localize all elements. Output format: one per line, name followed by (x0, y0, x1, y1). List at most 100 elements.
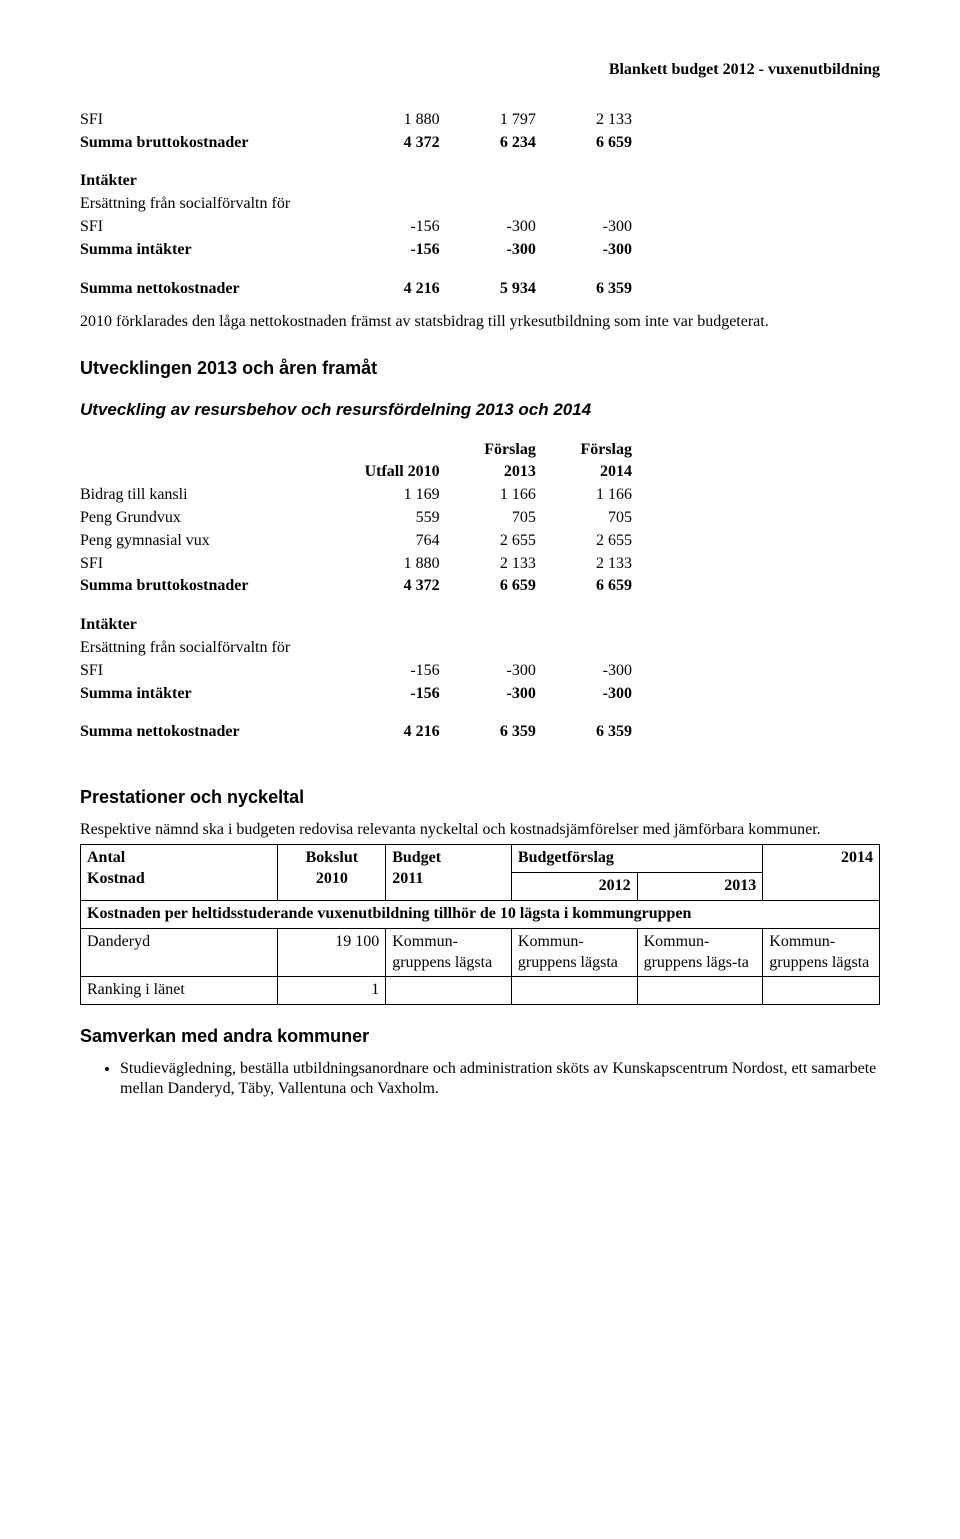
row-value: -300 (448, 683, 544, 706)
row-value: 705 (448, 507, 544, 530)
cell-danderyd-2010: 19 100 (278, 928, 386, 977)
row-cost-statement: Kostnaden per heltidsstuderande vuxenutb… (81, 901, 880, 929)
row-value: 6 359 (544, 278, 640, 301)
row-value: 1 797 (448, 109, 544, 132)
row-label: SFI (80, 109, 352, 132)
row-value: 705 (544, 507, 640, 530)
row-value (448, 637, 544, 660)
row-value: -300 (544, 239, 640, 262)
th-budgetforslag: Budgetförslag (511, 845, 762, 873)
row-value (352, 193, 448, 216)
row-label: Summa intäkter (80, 683, 352, 706)
row-value: 2 133 (448, 553, 544, 576)
row-label: Summa intäkter (80, 239, 352, 262)
heading-prestationer: Prestationer och nyckeltal (80, 786, 880, 809)
th-2011: 2011 (392, 870, 423, 887)
row-value: 6 359 (544, 721, 640, 744)
table-row: Peng gymnasial vux7642 6552 655 (80, 530, 640, 553)
row-value: 6 659 (544, 575, 640, 598)
bullet-list-samverkan: Studievägledning, beställa utbildningsan… (80, 1059, 880, 1101)
col-header-2014: 2014 (544, 461, 640, 484)
paragraph-explanation-2010: 2010 förklarades den låga nettokostnaden… (80, 312, 880, 333)
row-value: -156 (352, 239, 448, 262)
th-antal: Antal (87, 849, 125, 866)
row-value: -300 (448, 239, 544, 262)
page-header-right: Blankett budget 2012 - vuxenutbildning (80, 60, 880, 81)
table-row: Bidrag till kansli1 1691 1661 166 (80, 484, 640, 507)
row-value: 1 169 (352, 484, 448, 507)
table-row: Peng Grundvux559705705 (80, 507, 640, 530)
row-label: Peng Grundvux (80, 507, 352, 530)
col-header-2013: 2013 (448, 461, 544, 484)
col-header-forslag-2013-top: Förslag (448, 439, 544, 462)
row-label: Summa nettokostnader (80, 278, 352, 301)
row-value: 1 166 (448, 484, 544, 507)
row-value: 2 133 (544, 553, 640, 576)
table-row: Summa nettokostnader4 2165 9346 359 (80, 278, 640, 301)
row-label: Peng gymnasial vux (80, 530, 352, 553)
table-row: Summa intäkter-156-300-300 (80, 683, 640, 706)
cell-danderyd-2013: Kommun-gruppens lägs-ta (637, 928, 763, 977)
row-value: 1 880 (352, 553, 448, 576)
row-value: 1 166 (544, 484, 640, 507)
row-label: Summa nettokostnader (80, 721, 352, 744)
col-header-utfall-2010: Utfall 2010 (352, 461, 448, 484)
row-value: 5 934 (448, 278, 544, 301)
th-bokslut: Bokslut (306, 849, 358, 866)
row-label: Summa bruttokostnader (80, 575, 352, 598)
cell-danderyd-2011: Kommun-gruppens lägsta (386, 928, 512, 977)
heading-samverkan: Samverkan med andra kommuner (80, 1025, 880, 1048)
row-value: 6 659 (448, 575, 544, 598)
row-value (448, 193, 544, 216)
table-row: Summa nettokostnader4 2166 3596 359 (80, 721, 640, 744)
row-value: -300 (544, 660, 640, 683)
th-2010: 2010 (316, 870, 348, 887)
cell-ranking-2010: 1 (278, 977, 386, 1005)
row-value: 6 234 (448, 132, 544, 155)
row-value: 559 (352, 507, 448, 530)
row-label: Ersättning från socialförvaltn för (80, 637, 352, 660)
row-ranking: Ranking i länet 1 (81, 977, 880, 1005)
row-value: 4 216 (352, 721, 448, 744)
heading-development: Utvecklingen 2013 och åren framåt (80, 357, 880, 380)
th-2014: 2014 (763, 845, 880, 901)
th-budget: Budget (392, 849, 441, 866)
row-value: 4 216 (352, 278, 448, 301)
th-2013: 2013 (637, 873, 763, 901)
paragraph-nyckeltal: Respektive nämnd ska i budgeten redovisa… (80, 820, 880, 841)
row-label: SFI (80, 660, 352, 683)
table-resource-forecast: Förslag Förslag Utfall 2010 2013 2014 Bi… (80, 439, 640, 745)
row-label: SFI (80, 216, 352, 239)
row-value: 2 655 (544, 530, 640, 553)
table-row: Summa bruttokostnader4 3726 6596 659 (80, 575, 640, 598)
row-value: 6 359 (448, 721, 544, 744)
table-row: Summa intäkter-156-300-300 (80, 239, 640, 262)
row-value: 4 372 (352, 575, 448, 598)
table-row: SFI-156-300-300 (80, 660, 640, 683)
cell-danderyd-2012: Kommun-gruppens lägsta (511, 928, 637, 977)
row-value: -300 (448, 660, 544, 683)
row-label: Ersättning från socialförvaltn för (80, 193, 352, 216)
th-kostnad: Kostnad (87, 870, 145, 887)
cell-ranking-label: Ranking i länet (81, 977, 278, 1005)
row-label: Bidrag till kansli (80, 484, 352, 507)
row-value: 764 (352, 530, 448, 553)
th-2012: 2012 (511, 873, 637, 901)
row-value: 2 655 (448, 530, 544, 553)
row-value: -156 (352, 683, 448, 706)
col-header-forslag-2014-top: Förslag (544, 439, 640, 462)
row-value (544, 193, 640, 216)
table-row: Ersättning från socialförvaltn för (80, 637, 640, 660)
table-row: Summa bruttokostnader4 3726 2346 659 (80, 132, 640, 155)
table-row: SFI1 8801 7972 133 (80, 109, 640, 132)
row-value: -156 (352, 216, 448, 239)
row-value: -300 (448, 216, 544, 239)
subheading-resource-development: Utveckling av resursbehov och resursförd… (80, 399, 880, 421)
row-label: SFI (80, 553, 352, 576)
row-value: 1 880 (352, 109, 448, 132)
table-row: Ersättning från socialförvaltn för (80, 193, 640, 216)
row-value: -156 (352, 660, 448, 683)
row-value: -300 (544, 683, 640, 706)
section-heading-intakter-2: Intäkter (80, 614, 352, 637)
row-danderyd: Danderyd 19 100 Kommun-gruppens lägsta K… (81, 928, 880, 977)
